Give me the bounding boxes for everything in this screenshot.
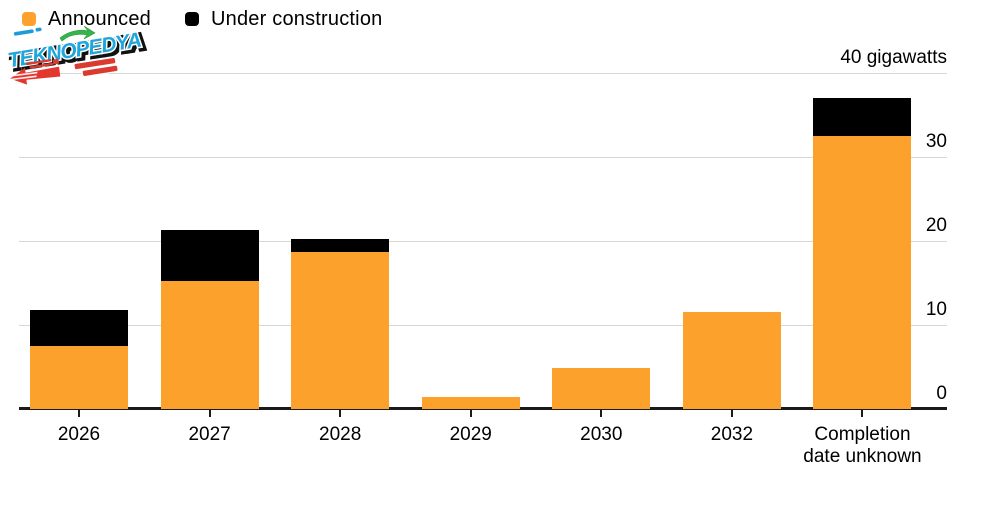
xtick-label-2032: 2032 [710,424,754,445]
gridline-30 [19,157,947,158]
xtick-label-2026: 2026 [57,424,101,445]
watermark-title-text: TEKNOPEDYA TEKNOPEDYA [5,27,148,77]
gridline-10 [19,325,947,326]
xtick-completion-date-unknown [861,409,864,417]
bar-segment-announced-2028 [291,251,390,409]
xtick-2028 [339,409,342,417]
gridline-20 [19,241,947,242]
bar-segment-under-construction-2027 [160,230,259,282]
ytick-label-30: 30 [925,131,947,152]
bar-segment-announced-2032 [682,311,781,409]
bar-segment-announced-2027 [160,281,259,409]
legend: Announced Under construction [22,8,382,29]
legend-item-announced: Announced [22,8,151,29]
xtick-2030 [600,409,603,417]
bar-segment-announced-completion-date-unknown [813,136,912,409]
gridline-40 [19,73,947,74]
xtick-2026 [78,409,80,417]
xtick-label-completion-date-unknown: Completion date unknown [803,424,922,467]
bar-segment-announced-2030 [552,367,651,409]
bar-segment-announced-2029 [421,397,520,409]
watermark-graphic: TEKNOPEDYA TEKNOPEDYA [5,25,148,85]
red-scribble-blob [25,58,60,69]
ytick-label-0: 0 [936,383,947,404]
bar-segment-under-construction-2026 [30,309,128,346]
red-arrow-icon [10,66,61,85]
watermark: TEKNOPEDYA TEKNOPEDYA [2,20,152,90]
red-caption-blob [73,56,119,78]
svg-text:TEKNOPEDYA: TEKNOPEDYA [9,31,145,75]
xtick-label-2029: 2029 [449,424,492,445]
legend-label-announced: Announced [48,8,152,30]
xtick-label-2028: 2028 [319,424,362,445]
xtick-2027 [208,409,211,417]
xtick-label-2030: 2030 [580,424,623,445]
ytick-label-10: 10 [925,299,947,320]
bar-segment-under-construction-completion-date-unknown [813,98,912,136]
bar-segment-announced-2026 [30,346,128,409]
under-construction-swatch-icon [185,11,200,26]
announced-swatch-icon [22,11,36,26]
xtick-2029 [469,409,472,417]
bar-segment-under-construction-2028 [291,239,390,252]
svg-text:TEKNOPEDYA: TEKNOPEDYA [6,29,142,73]
legend-label-under-construction: Under construction [211,8,383,30]
legend-item-under-construction: Under construction [185,8,382,29]
ytick-label-40: 40 gigawatts [840,47,947,68]
xtick-2032 [730,409,733,417]
xtick-label-2027: 2027 [188,424,231,445]
ytick-label-20: 20 [925,215,947,236]
